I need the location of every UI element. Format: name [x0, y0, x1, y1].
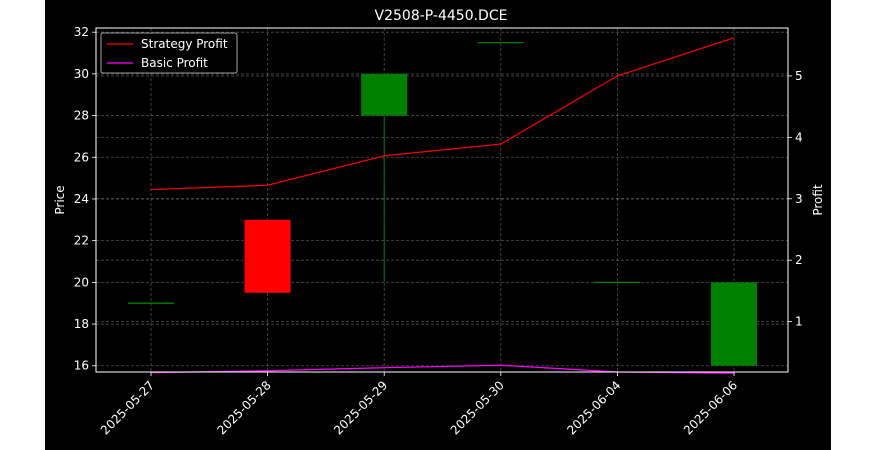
x-tick-label: 2025-06-04: [564, 378, 623, 437]
y-tick-label: 24: [74, 192, 89, 206]
y-axis-label: Price: [53, 185, 67, 214]
legend-label-strategy: Strategy Profit: [141, 37, 228, 51]
y-tick-label: 18: [74, 317, 89, 331]
y2-axis-ticks: 1 2 3 4 5: [788, 69, 803, 329]
y2-tick-label: 4: [795, 130, 803, 144]
x-tick-label: 2025-05-28: [215, 378, 274, 437]
x-axis-ticks: 2025-05-27 2025-05-28 2025-05-29 2025-05-30…: [98, 372, 740, 437]
y-tick-label: 30: [74, 67, 89, 81]
y-tick-label: 28: [74, 109, 89, 123]
y-tick-label: 22: [74, 234, 89, 248]
y-tick-label: 20: [74, 275, 89, 289]
y-tick-label: 26: [74, 150, 89, 164]
chart-title: V2508-P-4450.DCE: [375, 8, 508, 24]
plot-area: [96, 28, 788, 372]
x-tick-label: 2025-05-29: [331, 378, 390, 437]
y2-tick-label: 5: [795, 69, 803, 83]
y-axis-ticks: 16 18 20 22 24 26 28 30 32: [74, 25, 96, 373]
candle-body: [711, 282, 757, 365]
y-tick-label: 16: [74, 359, 89, 373]
chart-svg: V2508-P-4450.DCE 16 18 20 22 24 26 28 30 32 1 2 3 4…: [45, 0, 831, 450]
legend: Strategy Profit Basic Profit: [101, 33, 237, 73]
y2-tick-label: 3: [795, 192, 803, 206]
chart-figure: V2508-P-4450.DCE 16 18 20 22 24 26 28 30 32 1 2 3 4…: [45, 0, 831, 450]
y-tick-label: 32: [74, 25, 89, 39]
y2-tick-label: 2: [795, 253, 803, 267]
y2-axis-label: Profit: [811, 184, 825, 216]
y2-tick-label: 1: [795, 315, 803, 329]
x-tick-label: 2025-06-06: [681, 378, 740, 437]
x-tick-label: 2025-05-27: [98, 378, 157, 437]
legend-label-basic: Basic Profit: [141, 56, 208, 70]
candle-body: [245, 220, 291, 293]
candle-body: [361, 74, 407, 116]
x-tick-label: 2025-05-30: [448, 378, 507, 437]
